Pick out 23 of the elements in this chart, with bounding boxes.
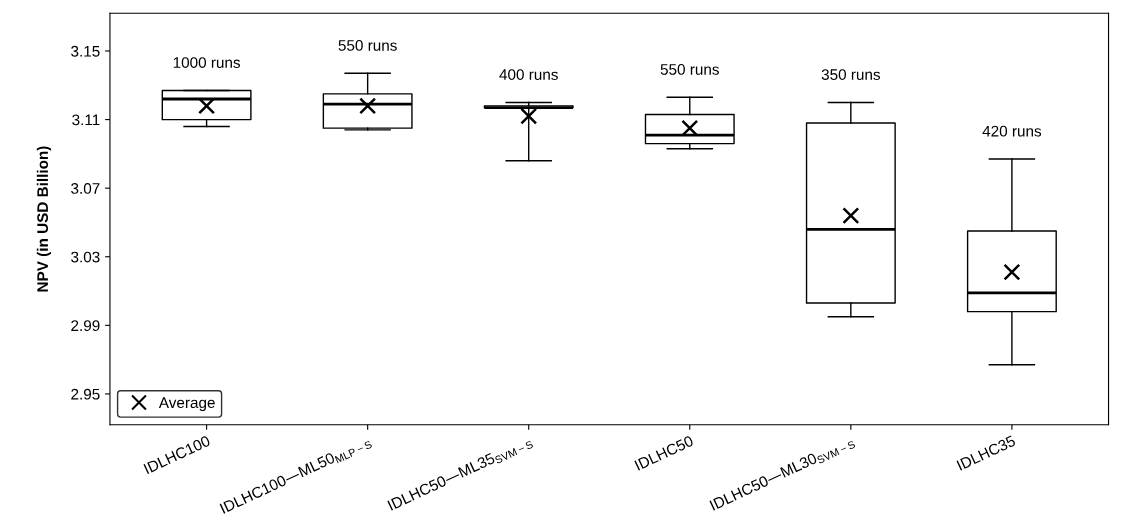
y-tick-label: 3.03 xyxy=(71,251,100,263)
y-tick-label: 3.07 xyxy=(71,183,100,194)
x-tick-label: IDLHC100—ML50$_{MLP−S}$ xyxy=(219,435,373,516)
y-axis-title: NPV (in USD Billion) xyxy=(36,146,52,292)
point xyxy=(1003,263,1021,281)
point xyxy=(520,107,538,125)
point xyxy=(359,97,377,115)
y-tick-label: 3.15 xyxy=(71,45,100,57)
point xyxy=(842,207,860,225)
x-tick-label: IDLHC50—ML35$_{SVM−S}$ xyxy=(387,435,534,513)
annotation: 350 runs xyxy=(821,69,881,80)
y-tick-label: 2.99 xyxy=(71,320,100,332)
x-tick-label: IDLHC50—ML30$_{SVM−S}$ xyxy=(709,435,856,513)
annotation: 550 runs xyxy=(338,40,397,51)
legend-label: Average xyxy=(158,397,215,412)
point xyxy=(681,119,699,137)
annotation: 400 runs xyxy=(499,69,558,80)
annotation: 420 runs xyxy=(982,125,1042,137)
y-tick-label: 2.95 xyxy=(71,388,100,400)
point xyxy=(198,97,216,115)
annotation: 1000 runs xyxy=(173,57,241,68)
y-tick-label: 3.11 xyxy=(72,114,100,126)
annotation: 550 runs xyxy=(660,64,719,75)
